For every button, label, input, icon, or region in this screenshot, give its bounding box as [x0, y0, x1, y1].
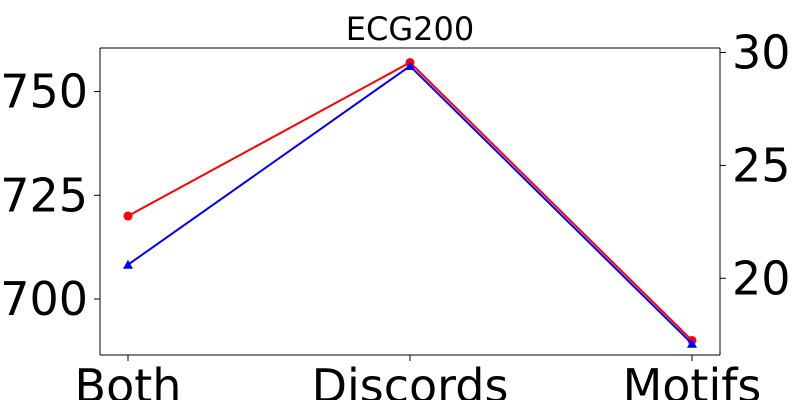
- left-y-tick-label: 725: [0, 168, 88, 222]
- data-point: [687, 338, 697, 348]
- series-line-2: [127, 64, 693, 345]
- right-y-tick-label: 20: [732, 251, 791, 305]
- data-point: [123, 259, 133, 269]
- series-layer: [123, 58, 697, 348]
- data-point: [405, 61, 415, 71]
- x-tick-label: Discords: [312, 359, 509, 400]
- x-tick-label: Both: [75, 359, 182, 400]
- left-y-tick-label: 750: [0, 65, 88, 119]
- x-tick-label: Motifs: [623, 359, 762, 400]
- left-y-tick-label: 700: [0, 272, 88, 326]
- right-y-tick-label: 30: [732, 26, 791, 80]
- right-y-tick-label: 25: [732, 138, 791, 192]
- data-point: [123, 211, 133, 221]
- plot-axes: Both Discords Motifs 700 725 750 20 25 30: [0, 26, 790, 400]
- chart-title: ECG200: [346, 10, 474, 48]
- series-line-1: [127, 61, 693, 342]
